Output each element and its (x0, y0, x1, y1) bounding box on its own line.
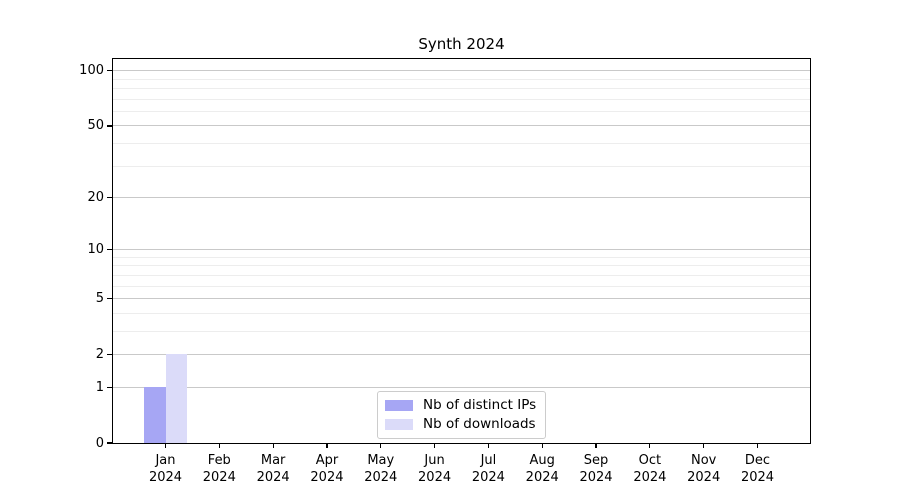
gridline-major (113, 125, 810, 127)
legend-label-downloads: Nb of downloads (423, 416, 536, 432)
x-tick-label: May 2024 (364, 453, 398, 485)
x-tick (756, 443, 759, 448)
bar-downloads (165, 354, 187, 443)
x-tick (595, 443, 597, 448)
y-tick (107, 125, 112, 127)
x-tick (326, 443, 328, 448)
y-tick-label: 20 (87, 190, 104, 205)
gridline-major (113, 197, 810, 198)
x-tick-label: Sep 2024 (579, 453, 613, 485)
gridline-minor (113, 98, 810, 100)
x-tick (487, 443, 489, 448)
x-tick-label: Apr 2024 (310, 453, 344, 485)
x-tick (703, 443, 705, 448)
gridline-minor (113, 165, 810, 167)
y-tick-label: 1 (95, 379, 104, 395)
bar-distinct-ips (144, 387, 166, 443)
gridline-minor (113, 88, 810, 90)
x-tick-label: Jun 2024 (418, 453, 452, 485)
x-tick (433, 443, 436, 448)
y-tick (107, 386, 112, 388)
x-tick (380, 443, 382, 448)
y-tick-label: 0 (95, 435, 104, 451)
x-tick (649, 443, 651, 448)
gridline-minor (113, 330, 810, 332)
gridline-major (113, 70, 810, 72)
x-tick (541, 443, 543, 448)
chart-title: Synth 2024 (418, 35, 505, 53)
x-tick-label: Jul 2024 (471, 453, 505, 485)
y-tick-label: 50 (87, 118, 104, 134)
gridline-major (113, 386, 810, 388)
y-tick (107, 442, 112, 444)
legend-swatch-distinct-ips (385, 400, 413, 411)
y-tick (107, 249, 112, 251)
y-tick (107, 297, 112, 300)
legend-item-downloads: Nb of downloads (385, 417, 536, 432)
legend-label-distinct-ips: Nb of distinct IPs (423, 397, 537, 413)
x-tick-label: Oct 2024 (633, 453, 667, 485)
gridline-minor (113, 143, 810, 145)
legend-item-distinct-ips: Nb of distinct IPs (385, 398, 536, 413)
gridline-minor (113, 312, 810, 314)
gridline-minor (113, 285, 810, 287)
gridline-minor (113, 111, 810, 113)
gridline-minor (113, 78, 810, 80)
plot-area: 0 1 2 5 10 20 50 100 Jan 2024 Feb 2024 Mar 2024 Apr… (79, 58, 811, 485)
legend: Nb of distinct IPs Nb of downloads (377, 391, 547, 439)
x-tick-label: Dec 2024 (740, 453, 775, 485)
gridline-minor (113, 274, 810, 276)
y-tick-label: 2 (95, 346, 104, 362)
y-tick (107, 70, 112, 72)
gridline-major (113, 298, 810, 300)
x-tick-label: Aug 2024 (525, 453, 559, 485)
x-tick (218, 443, 220, 448)
gridline-major (113, 249, 810, 251)
x-tick (272, 443, 274, 448)
gridline-minor (113, 265, 810, 267)
x-tick (164, 443, 167, 448)
x-tick-label: Jan 2024 (148, 453, 183, 485)
legend-swatch-downloads (385, 419, 413, 430)
gridline-minor (113, 256, 810, 258)
x-tick-label: Nov 2024 (687, 453, 721, 485)
y-tick (107, 353, 112, 355)
y-tick-label: 10 (87, 242, 104, 258)
y-tick-label: 5 (95, 291, 104, 307)
gridline-major (113, 353, 810, 355)
y-tick (107, 196, 112, 199)
x-tick-label: Feb 2024 (202, 453, 236, 485)
y-tick-label: 100 (79, 63, 104, 79)
x-tick-label: Mar 2024 (256, 453, 290, 485)
